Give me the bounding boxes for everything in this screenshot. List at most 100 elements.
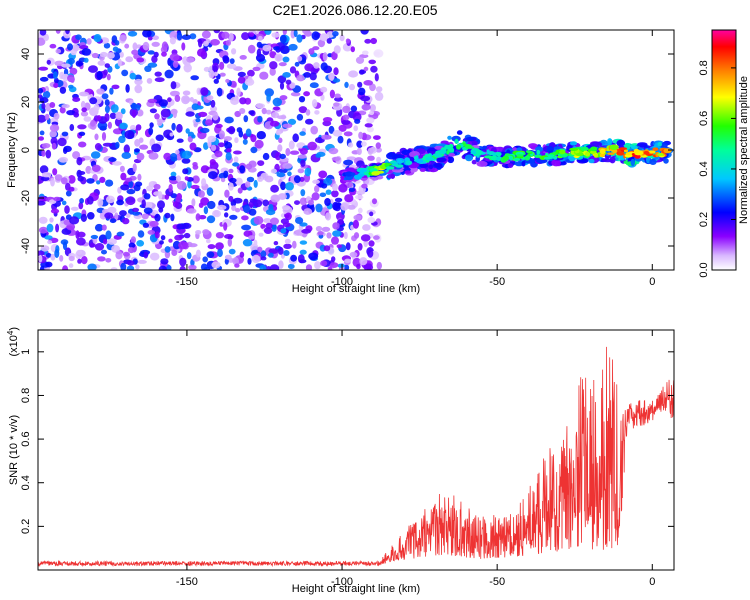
noise-cell xyxy=(207,200,216,210)
noise-cell xyxy=(86,178,95,184)
noise-cell xyxy=(78,201,84,210)
noise-cell xyxy=(83,116,92,122)
noise-cell xyxy=(116,199,124,206)
noise-cell xyxy=(282,56,290,63)
noise-cell xyxy=(182,90,191,96)
noise-cell xyxy=(147,36,153,41)
noise-cell xyxy=(198,111,208,118)
noise-cell xyxy=(264,30,272,35)
noise-cell xyxy=(163,152,172,161)
noise-cell xyxy=(334,96,343,102)
noise-cell xyxy=(66,110,76,116)
noise-cell xyxy=(237,71,246,77)
noise-cell xyxy=(132,42,138,51)
noise-cell xyxy=(294,61,300,67)
noise-cell xyxy=(151,41,160,47)
noise-cell xyxy=(195,118,201,123)
noise-cell xyxy=(44,113,50,121)
noise-cell xyxy=(285,148,291,156)
noise-cell xyxy=(195,213,201,221)
noise-cell xyxy=(155,134,164,142)
noise-cell xyxy=(94,143,102,151)
noise-cell xyxy=(357,243,363,251)
signal-core-cell xyxy=(609,144,619,150)
noise-cell xyxy=(241,215,249,221)
signal-core-cell xyxy=(547,154,555,158)
signal-cell xyxy=(393,154,405,159)
noise-cell xyxy=(68,255,75,262)
noise-cell xyxy=(266,93,271,102)
noise-cell xyxy=(308,199,314,206)
signal-core-cell xyxy=(415,158,424,164)
noise-cell xyxy=(54,60,64,66)
noise-cell xyxy=(122,217,130,225)
noise-cell xyxy=(224,234,234,239)
signal-cell xyxy=(590,141,603,148)
noise-cell xyxy=(61,63,71,68)
signal-cell xyxy=(471,159,477,165)
noise-cell xyxy=(338,183,348,193)
noise-cell xyxy=(77,61,84,66)
noise-cell xyxy=(120,262,127,270)
noise-cell xyxy=(151,143,162,153)
noise-cell xyxy=(250,146,258,154)
signal-core-cell xyxy=(438,149,447,155)
colorbar-tick-label: 0.8 xyxy=(698,60,710,75)
noise-cell xyxy=(67,57,75,65)
noise-cell xyxy=(88,65,98,73)
noise-cell xyxy=(277,246,284,255)
noise-cell xyxy=(110,267,118,270)
noise-cell xyxy=(242,239,253,247)
noise-cell xyxy=(321,183,328,189)
noise-cell xyxy=(192,99,198,105)
signal-core-cell xyxy=(516,154,524,157)
noise-cell xyxy=(38,66,49,71)
noise-cell xyxy=(190,75,199,81)
signal-cell xyxy=(507,163,514,169)
noise-cell xyxy=(179,265,186,270)
y-tick-label: 0.2 xyxy=(20,519,32,534)
noise-cell xyxy=(51,142,57,150)
noise-cell xyxy=(141,213,149,220)
y-tick-label: 1 xyxy=(20,349,32,355)
snr-panel: -150 -100 -50 0 0.2 0.4 0.6 0.8 1 Height of stra… xyxy=(6,327,675,595)
noise-cell xyxy=(373,135,381,141)
noise-cell xyxy=(280,181,286,191)
noise-cell xyxy=(115,111,123,120)
noise-cell xyxy=(75,230,80,240)
noise-cell xyxy=(160,108,171,118)
noise-cell xyxy=(360,234,371,242)
noise-cell xyxy=(244,78,255,86)
noise-cell xyxy=(178,241,188,250)
noise-cell xyxy=(283,243,292,249)
noise-cell xyxy=(253,179,258,188)
noise-cell xyxy=(175,175,182,182)
noise-cell xyxy=(246,176,255,183)
noise-cell xyxy=(326,38,332,44)
noise-cell xyxy=(360,30,369,35)
noise-cell xyxy=(259,71,269,80)
signal-core-cell xyxy=(593,153,598,158)
noise-cell xyxy=(337,135,344,144)
noise-cell xyxy=(65,190,72,197)
noise-cell xyxy=(226,63,237,69)
noise-cell xyxy=(133,184,141,192)
noise-cell xyxy=(41,172,52,178)
noise-cell xyxy=(356,147,362,155)
snr-multiplier: (x104) xyxy=(6,327,20,357)
signal-cell xyxy=(630,158,635,167)
spectrogram-ticks: -150 -100 -50 0 -40 -20 0 20 40 xyxy=(20,30,674,288)
noise-cell xyxy=(197,48,206,57)
noise-cell xyxy=(320,94,325,101)
noise-cell xyxy=(93,104,100,112)
noise-cell xyxy=(239,165,246,174)
noise-cell xyxy=(45,149,52,159)
noise-cell xyxy=(158,265,167,270)
noise-cell xyxy=(76,249,83,255)
noise-cell xyxy=(143,207,153,214)
noise-cell xyxy=(310,125,319,135)
signal-core-cell xyxy=(559,153,568,158)
noise-cell xyxy=(217,204,227,211)
noise-cell xyxy=(161,51,167,57)
